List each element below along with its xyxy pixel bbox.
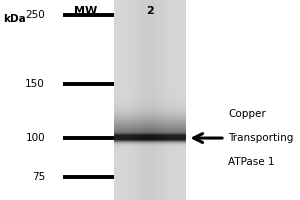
Text: ATPase 1: ATPase 1 <box>228 157 274 167</box>
Text: MW: MW <box>74 6 97 16</box>
Text: Transporting: Transporting <box>228 133 293 143</box>
Text: 2: 2 <box>146 6 154 16</box>
Text: 75: 75 <box>32 172 45 182</box>
Text: 100: 100 <box>26 133 45 143</box>
Text: kDa: kDa <box>3 14 26 24</box>
Text: Copper: Copper <box>228 109 266 119</box>
Text: 250: 250 <box>25 10 45 20</box>
Text: 150: 150 <box>25 79 45 89</box>
